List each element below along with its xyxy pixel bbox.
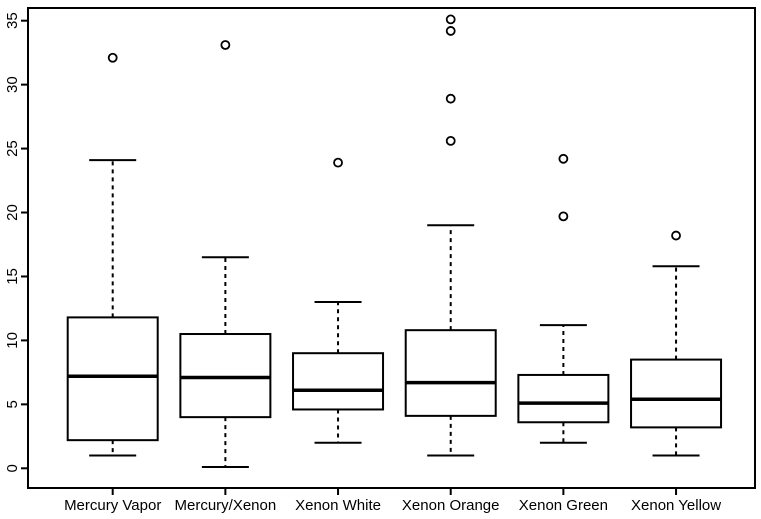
iqr-box bbox=[517, 373, 610, 424]
y-tick-label: 25 bbox=[4, 140, 21, 157]
y-tick-label: 30 bbox=[4, 76, 21, 93]
y-tick-label: 20 bbox=[4, 204, 21, 221]
iqr-box bbox=[66, 316, 159, 442]
outlier-point bbox=[558, 153, 569, 164]
iqr-box bbox=[630, 358, 723, 429]
outlier-point bbox=[333, 157, 343, 168]
x-tick-label: Mercury/Xenon bbox=[175, 497, 277, 514]
iqr-box bbox=[179, 333, 272, 419]
boxplot-group-xenon-orange bbox=[404, 14, 497, 457]
outlier-point bbox=[107, 52, 118, 63]
outlier-point bbox=[671, 230, 681, 241]
outlier-point bbox=[558, 211, 569, 222]
boxplot-group-mercury-vapor bbox=[66, 52, 159, 457]
iqr-box bbox=[404, 329, 497, 417]
outlier-point bbox=[445, 26, 456, 36]
y-tick-label: 35 bbox=[4, 12, 21, 29]
outlier-point bbox=[220, 40, 231, 50]
y-tick-label: 0 bbox=[4, 464, 21, 472]
x-tick-label: Xenon Orange bbox=[402, 497, 500, 514]
outlier-point bbox=[445, 93, 456, 104]
y-tick-label: 10 bbox=[4, 332, 21, 349]
boxplot-group-xenon-green bbox=[517, 153, 610, 444]
x-tick-label: Mercury Vapor bbox=[64, 497, 161, 514]
plot-border bbox=[27, 7, 756, 489]
x-tick-label: Xenon Green bbox=[519, 497, 608, 514]
outlier-point bbox=[445, 136, 456, 146]
boxplot-group-xenon-white bbox=[292, 157, 385, 444]
x-tick-label: Xenon White bbox=[295, 497, 381, 514]
y-tick-label: 5 bbox=[4, 400, 21, 408]
iqr-box bbox=[292, 352, 385, 411]
boxplot-group-mercury-xenon bbox=[179, 40, 272, 469]
y-tick-label: 15 bbox=[4, 268, 21, 285]
x-tick-label: Xenon Yellow bbox=[631, 497, 721, 514]
boxplot-group-xenon-yellow bbox=[630, 230, 723, 457]
outlier-point bbox=[445, 14, 456, 25]
